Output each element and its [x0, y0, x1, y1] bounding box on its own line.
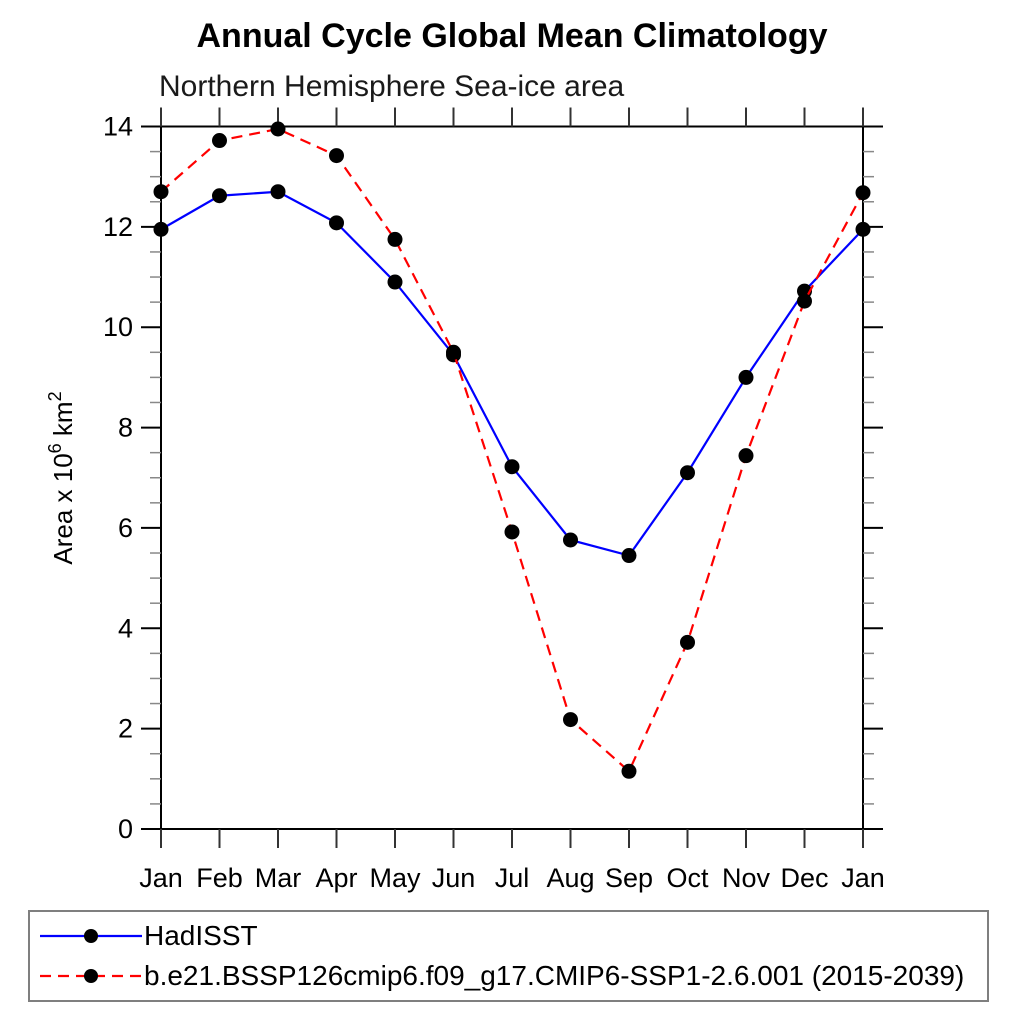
data-point-marker	[621, 763, 637, 779]
x-tick-label: Mar	[255, 863, 302, 893]
y-tick-label: 10	[103, 312, 133, 342]
data-point-marker	[270, 121, 286, 137]
legend-marker-icon	[84, 968, 98, 983]
legend-label: HadISST	[144, 920, 258, 952]
axis-box	[160, 125, 864, 830]
data-point-marker	[563, 532, 578, 548]
data-point-marker	[212, 133, 227, 149]
legend-entry: HadISST	[40, 921, 987, 951]
data-point-marker	[387, 231, 403, 247]
data-point-marker	[329, 148, 344, 164]
data-point-marker	[153, 184, 169, 200]
x-tick-label: Jun	[432, 863, 476, 893]
legend-marker-icon	[84, 929, 98, 944]
x-tick-label: Apr	[315, 863, 357, 893]
legend-line-sample	[40, 929, 142, 944]
chart-title: Annual Cycle Global Mean Climatology	[196, 17, 828, 55]
legend-label: b.e21.BSSP126cmip6.f09_g17.CMIP6-SSP1-2.…	[144, 959, 965, 991]
x-tick-label: Aug	[546, 863, 594, 893]
series-line	[160, 127, 864, 774]
x-tick-label: Jan	[139, 863, 183, 893]
x-tick-label: Oct	[666, 863, 709, 893]
chart-subtitle: Northern Hemisphere Sea-ice area	[159, 70, 625, 103]
series-line	[160, 190, 864, 557]
data-point-marker	[270, 184, 286, 200]
plot-area: 0 2 4 6 8 10 12 14 Jan Feb Mar Apr May Jun Jul Aug Sep Oc…	[45, 107, 885, 893]
legend-entry: b.e21.BSSP126cmip6.f09_g17.CMIP6-SSP1-2.…	[40, 959, 987, 991]
series-hadisst	[153, 184, 871, 564]
y-tick-label: 6	[118, 513, 133, 543]
x-tick-label: Feb	[196, 863, 243, 893]
x-tick-label: Sep	[605, 863, 653, 893]
x-tick-label: Dec	[780, 863, 828, 893]
x-tick-label: Jul	[495, 863, 530, 893]
data-point-marker	[855, 221, 871, 237]
data-point-marker	[680, 634, 695, 650]
legend-line-sample	[40, 968, 142, 983]
y-tick-label: 0	[118, 814, 133, 844]
data-point-marker	[855, 185, 871, 201]
data-point-marker	[329, 215, 344, 231]
y-axis-title: Area x 106 km2	[45, 391, 78, 564]
data-point-marker	[738, 448, 754, 464]
legend-box: HadISST b.e21.BSSP126cmip6.f09_g17.CMIP6-…	[28, 910, 989, 1002]
series-model	[153, 121, 871, 779]
y-tick-label: 2	[118, 714, 133, 744]
x-tick-label: Nov	[722, 863, 771, 893]
data-point-marker	[504, 459, 520, 475]
data-point-marker	[446, 344, 461, 360]
y-axis: 0 2 4 6 8 10 12 14	[103, 112, 883, 844]
data-point-marker	[504, 524, 520, 540]
x-axis: Jan Feb Mar Apr May Jun Jul Aug Sep Oct Nov Dec Jan	[139, 107, 885, 893]
data-point-marker	[738, 369, 754, 385]
y-tick-label: 14	[103, 112, 133, 142]
data-point-marker	[212, 188, 227, 204]
y-tick-label: 12	[103, 212, 133, 242]
data-point-marker	[387, 274, 403, 290]
x-tick-label: May	[369, 863, 421, 893]
data-point-marker	[621, 548, 637, 564]
data-point-marker	[153, 221, 169, 237]
x-tick-label: Jan	[841, 863, 885, 893]
y-tick-label: 8	[118, 413, 133, 443]
data-point-marker	[563, 712, 578, 728]
y-tick-label: 4	[118, 613, 133, 643]
data-point-marker	[680, 465, 695, 481]
data-point-marker	[797, 293, 812, 309]
